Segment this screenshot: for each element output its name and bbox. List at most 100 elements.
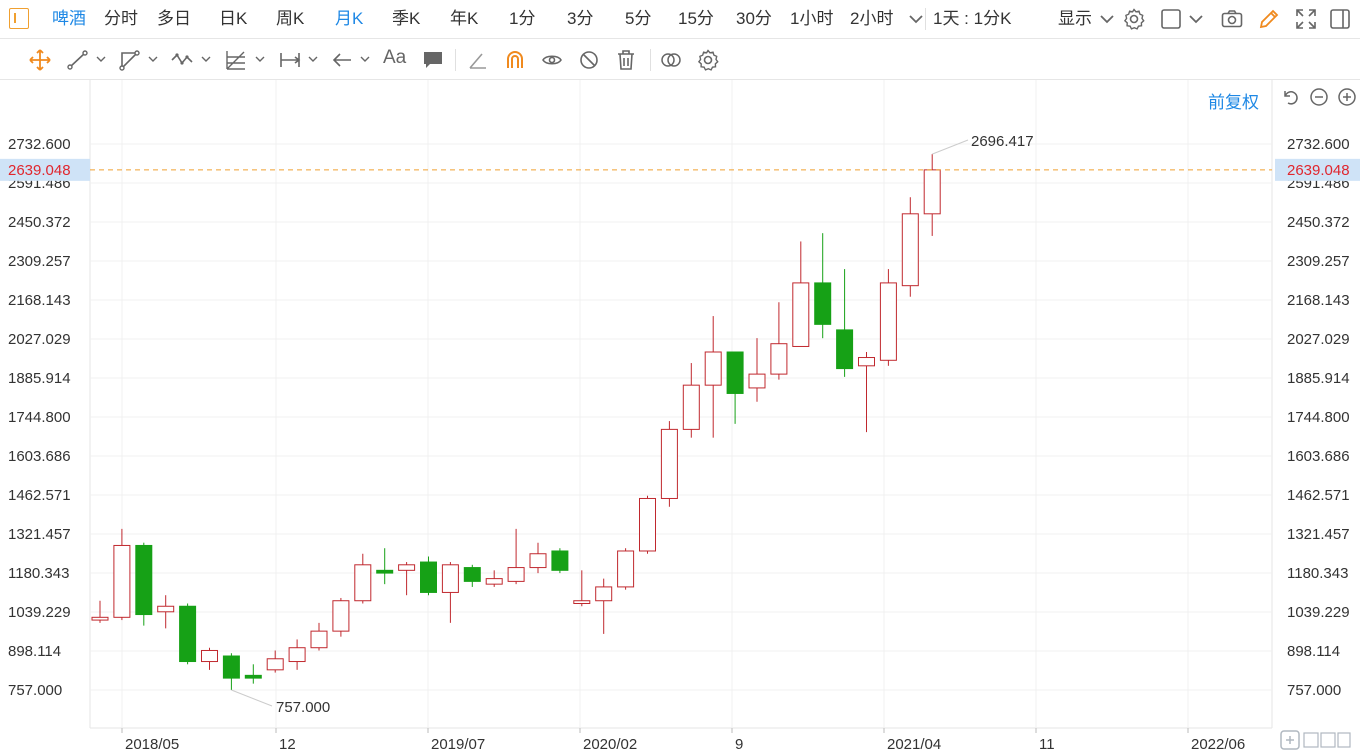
- candle[interactable]: [507, 528, 525, 585]
- period-yearly[interactable]: 年K: [450, 9, 479, 28]
- text-tool-button[interactable]: Aa: [383, 47, 407, 68]
- candle[interactable]: [310, 622, 328, 651]
- channel-tool-icon[interactable]: [118, 48, 142, 72]
- candle[interactable]: [858, 351, 875, 433]
- candle[interactable]: [463, 564, 481, 587]
- candle[interactable]: [682, 363, 700, 438]
- period-3min[interactable]: 3分: [567, 9, 594, 28]
- candle[interactable]: [244, 664, 262, 684]
- candle-body-up: [682, 384, 700, 430]
- candle[interactable]: [726, 351, 744, 424]
- candle[interactable]: [748, 338, 766, 402]
- candle[interactable]: [201, 647, 218, 670]
- candle[interactable]: [157, 595, 175, 629]
- candle[interactable]: [266, 650, 284, 673]
- period-weekly[interactable]: 周K: [276, 9, 305, 28]
- checkbox-square-icon[interactable]: [1159, 7, 1183, 31]
- sidebar-toggle-icon[interactable]: [9, 8, 29, 29]
- period-quarterly[interactable]: 季K: [392, 9, 421, 28]
- candle[interactable]: [814, 233, 832, 339]
- candle-body-up: [879, 282, 897, 361]
- x-tick-label: 2021/04: [887, 736, 941, 753]
- candle[interactable]: [770, 302, 788, 380]
- period-multiday[interactable]: 多日: [157, 9, 191, 28]
- compare-icon[interactable]: [659, 48, 683, 72]
- candle[interactable]: [332, 597, 350, 637]
- period-monthly[interactable]: 月K: [335, 9, 364, 28]
- chevron-down-icon[interactable]: [308, 54, 318, 64]
- candle[interactable]: [441, 562, 459, 623]
- candle-body-up: [332, 600, 350, 632]
- candle[interactable]: [704, 316, 722, 438]
- hide-drawings-icon[interactable]: [577, 48, 601, 72]
- candle[interactable]: [420, 556, 437, 596]
- line-tool-icon[interactable]: [66, 48, 90, 72]
- period-intraday[interactable]: 分时: [104, 9, 138, 28]
- candle[interactable]: [113, 528, 131, 621]
- candle-body-up: [354, 564, 372, 602]
- sync-period-selector[interactable]: 1天 : 1分K: [933, 9, 1012, 28]
- candle[interactable]: [288, 639, 306, 670]
- chevron-down-icon[interactable]: [1184, 7, 1208, 31]
- candle[interactable]: [617, 548, 635, 590]
- candle[interactable]: [376, 548, 394, 585]
- price-adjust-selector[interactable]: 前复权: [1208, 93, 1259, 112]
- chevron-down-icon[interactable]: [360, 54, 370, 64]
- candle[interactable]: [836, 269, 854, 377]
- trash-icon[interactable]: [614, 48, 638, 72]
- y-tick-label: 1603.686: [8, 448, 71, 465]
- undo-icon[interactable]: [1280, 87, 1300, 107]
- candle[interactable]: [354, 553, 372, 604]
- candle[interactable]: [222, 653, 240, 690]
- camera-icon[interactable]: [1220, 7, 1244, 31]
- candle[interactable]: [660, 421, 678, 507]
- candle[interactable]: [923, 154, 941, 236]
- angle-tool-icon[interactable]: [466, 48, 490, 72]
- zoom-in-icon[interactable]: [1337, 87, 1357, 107]
- gear-icon[interactable]: [1122, 7, 1146, 31]
- symbol-name[interactable]: 啤酒: [52, 9, 86, 28]
- candle[interactable]: [485, 570, 503, 587]
- pencil-icon[interactable]: [1257, 7, 1281, 31]
- period-daily[interactable]: 日K: [219, 9, 248, 28]
- range-tool-icon[interactable]: [278, 48, 302, 72]
- period-15min[interactable]: 15分: [678, 9, 714, 28]
- candle[interactable]: [529, 542, 547, 574]
- candle[interactable]: [595, 578, 613, 634]
- chevron-down-icon[interactable]: [1095, 7, 1119, 31]
- candle[interactable]: [792, 241, 810, 347]
- period-30min[interactable]: 30分: [736, 9, 772, 28]
- candle[interactable]: [179, 603, 197, 665]
- period-1min[interactable]: 1分: [509, 9, 536, 28]
- candle[interactable]: [901, 197, 919, 297]
- chevron-down-icon[interactable]: [201, 54, 211, 64]
- chevron-down-icon[interactable]: [148, 54, 158, 64]
- fibonacci-tool-icon[interactable]: [224, 48, 248, 72]
- chevron-down-icon[interactable]: [255, 54, 265, 64]
- fullscreen-icon[interactable]: [1294, 7, 1318, 31]
- candle[interactable]: [879, 269, 897, 366]
- wave-tool-icon[interactable]: [170, 48, 194, 72]
- eye-lock-icon[interactable]: [540, 48, 564, 72]
- chevron-down-icon[interactable]: [904, 7, 928, 31]
- chevron-down-icon[interactable]: [96, 54, 106, 64]
- arrow-left-icon[interactable]: [330, 48, 354, 72]
- zoom-out-icon[interactable]: [1309, 87, 1329, 107]
- candle[interactable]: [639, 495, 656, 554]
- y-tick-label: 2309.257: [1287, 253, 1350, 270]
- candle[interactable]: [91, 600, 109, 623]
- move-arrows-icon[interactable]: [28, 48, 52, 72]
- period-5min[interactable]: 5分: [625, 9, 652, 28]
- magnet-icon[interactable]: [503, 48, 527, 72]
- candle[interactable]: [398, 562, 416, 596]
- display-menu[interactable]: 显示: [1058, 9, 1092, 28]
- gear-icon[interactable]: [696, 48, 720, 72]
- period-1hour[interactable]: 1小时: [790, 9, 834, 28]
- candle[interactable]: [551, 548, 569, 574]
- candlestick-chart[interactable]: 2732.6002591.4862450.3722309.2572168.143…: [0, 80, 1360, 755]
- side-panel-icon[interactable]: [1328, 7, 1352, 31]
- candle[interactable]: [573, 570, 591, 607]
- comment-icon[interactable]: [421, 48, 445, 72]
- candle[interactable]: [135, 542, 153, 626]
- period-2hour[interactable]: 2小时: [850, 9, 894, 28]
